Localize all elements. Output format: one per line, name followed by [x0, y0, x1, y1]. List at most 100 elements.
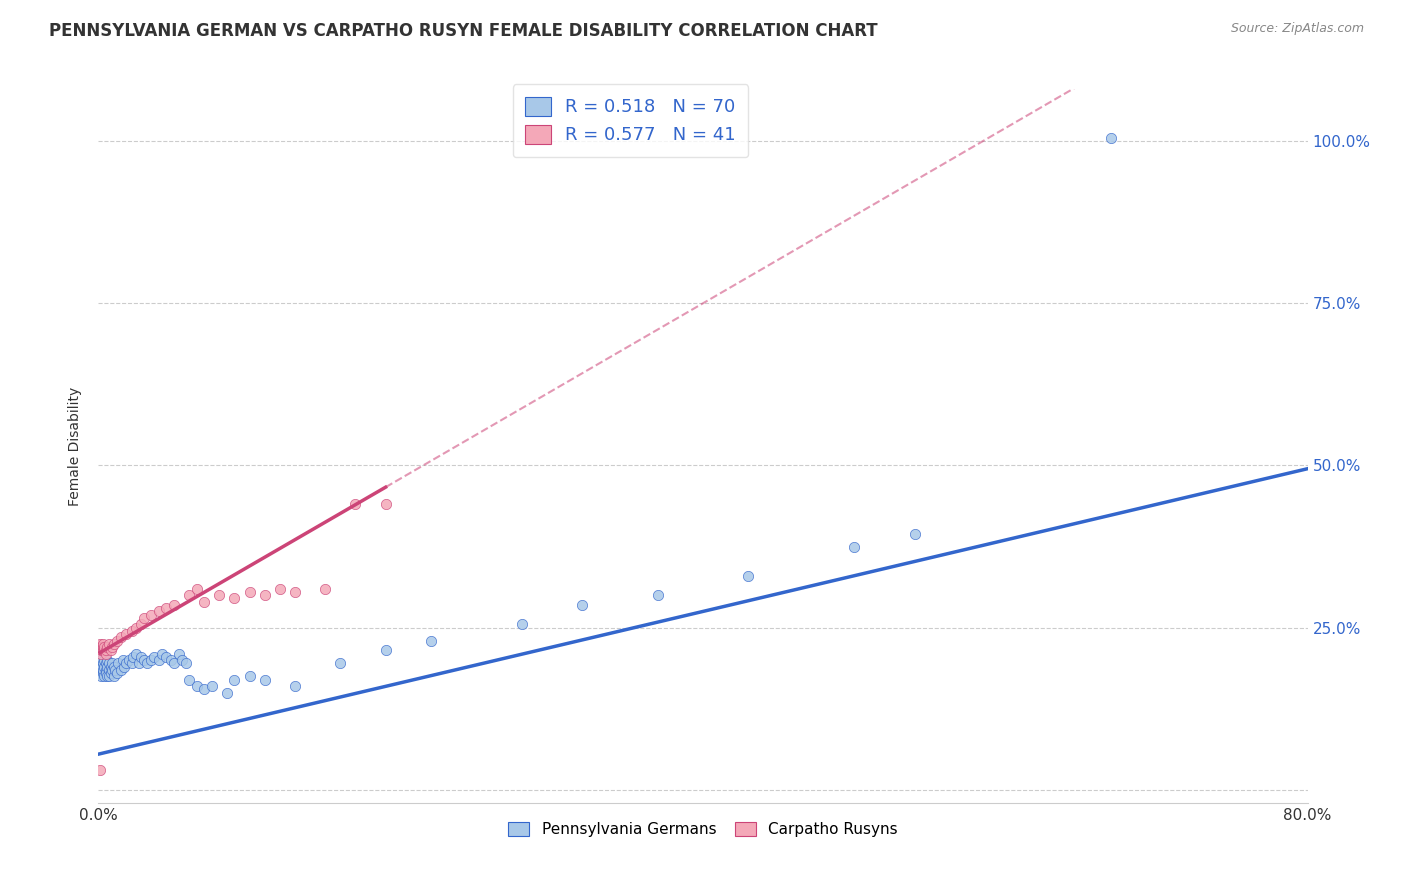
Point [94, 647, 117, 661]
Point [737, 568, 759, 582]
Point [91, 643, 114, 657]
Point [125, 621, 148, 635]
Point [193, 682, 215, 697]
Point [155, 601, 177, 615]
Legend: Pennsylvania Germans, Carpatho Rusyns: Pennsylvania Germans, Carpatho Rusyns [501, 814, 905, 845]
Point [110, 663, 132, 677]
Point [91, 657, 114, 671]
Point [374, 497, 396, 511]
Point [89, 663, 111, 677]
Point [239, 669, 262, 683]
Point [253, 673, 276, 687]
Point [91, 666, 114, 681]
Y-axis label: Female Disability: Female Disability [69, 386, 83, 506]
Point [141, 607, 163, 622]
Point [93, 669, 115, 683]
Point [420, 633, 443, 648]
Point [94, 643, 117, 657]
Point [160, 653, 183, 667]
Point [143, 649, 166, 664]
Point [118, 653, 141, 667]
Point [107, 657, 129, 671]
Point [135, 657, 157, 671]
Point [96, 659, 118, 673]
Point [155, 649, 177, 664]
Point [89, 637, 111, 651]
Point [163, 657, 186, 671]
Point [94, 663, 117, 677]
Point [239, 585, 262, 599]
Point [571, 598, 593, 612]
Point [141, 653, 163, 667]
Point [96, 669, 118, 683]
Point [93, 640, 115, 654]
Point [89, 657, 111, 671]
Point [98, 663, 121, 677]
Point [314, 582, 336, 596]
Point [93, 653, 115, 667]
Point [96, 653, 118, 667]
Point [100, 659, 122, 673]
Point [90, 647, 112, 661]
Point [90, 669, 112, 683]
Point [98, 637, 121, 651]
Point [100, 666, 122, 681]
Point [104, 663, 127, 677]
Point [98, 669, 121, 683]
Point [91, 637, 114, 651]
Point [89, 640, 111, 654]
Point [93, 659, 115, 673]
Point [284, 585, 307, 599]
Point [647, 588, 669, 602]
Point [170, 653, 193, 667]
Point [101, 663, 124, 677]
Point [224, 591, 246, 606]
Point [91, 640, 114, 654]
Point [101, 657, 124, 671]
Point [253, 588, 276, 602]
Point [90, 653, 112, 667]
Point [201, 679, 224, 693]
Point [98, 657, 121, 671]
Point [121, 624, 143, 638]
Point [91, 663, 114, 677]
Point [163, 598, 186, 612]
Point [128, 657, 150, 671]
Point [150, 647, 173, 661]
Point [329, 657, 352, 671]
Point [904, 526, 927, 541]
Point [103, 637, 125, 651]
Point [105, 666, 128, 681]
Point [1099, 131, 1122, 145]
Text: PENNSYLVANIA GERMAN VS CARPATHO RUSYN FEMALE DISABILITY CORRELATION CHART: PENNSYLVANIA GERMAN VS CARPATHO RUSYN FE… [49, 22, 877, 40]
Point [344, 497, 367, 511]
Point [148, 604, 170, 618]
Point [114, 657, 136, 671]
Point [193, 595, 215, 609]
Point [93, 643, 115, 657]
Point [122, 649, 145, 664]
Point [284, 679, 307, 693]
Point [129, 617, 152, 632]
Point [105, 633, 128, 648]
Point [89, 764, 111, 778]
Point [208, 588, 231, 602]
Point [100, 643, 122, 657]
Point [114, 627, 136, 641]
Point [167, 647, 190, 661]
Point [510, 617, 533, 632]
Point [94, 666, 117, 681]
Point [844, 540, 866, 554]
Point [101, 640, 124, 654]
Point [374, 643, 396, 657]
Point [132, 653, 155, 667]
Point [90, 640, 112, 654]
Point [179, 588, 201, 602]
Point [269, 582, 291, 596]
Point [132, 611, 155, 625]
Point [179, 673, 201, 687]
Point [186, 679, 208, 693]
Point [94, 657, 117, 671]
Point [90, 659, 112, 673]
Text: Source: ZipAtlas.com: Source: ZipAtlas.com [1230, 22, 1364, 36]
